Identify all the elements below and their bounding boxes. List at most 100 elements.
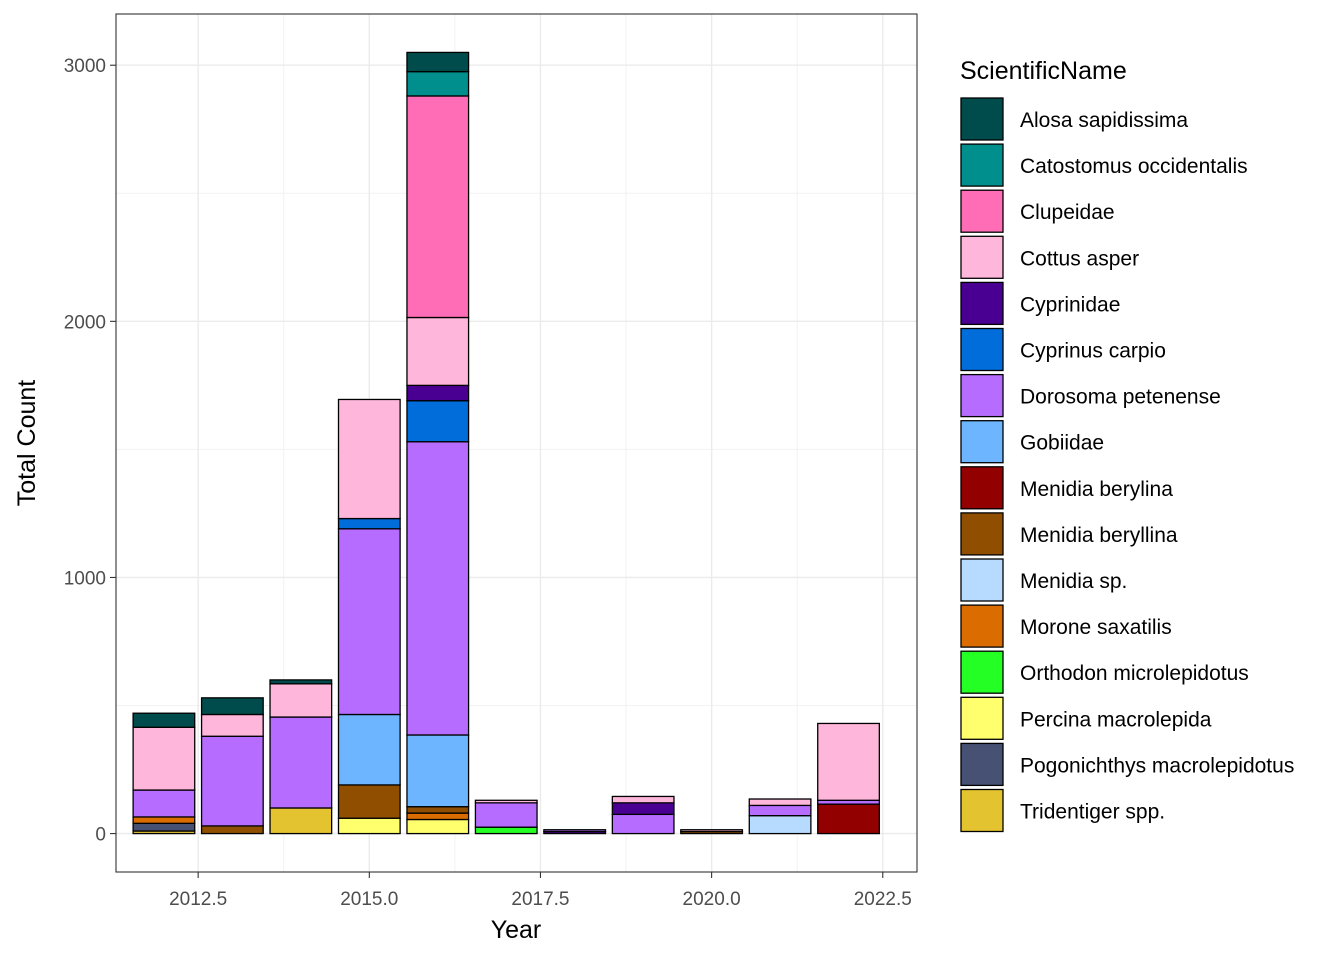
legend-item: Dorosoma petenense — [960, 373, 1221, 418]
legend-item: Pogonichthys macrolepidotus — [960, 742, 1294, 787]
bar-2014 — [269, 679, 333, 835]
legend-label: Cyprinus carpio — [1020, 340, 1166, 363]
bar-segment — [406, 95, 470, 319]
bar-segment — [611, 795, 675, 804]
legend-item: Catostomus occidentalis — [960, 143, 1248, 187]
legend-key — [960, 97, 1004, 141]
legend-item: Percina macrolepida — [960, 696, 1212, 740]
legend-key — [960, 327, 1004, 372]
bar-2016 — [406, 51, 470, 835]
legend: ScientificName Alosa sapidissima Catostom… — [960, 57, 1294, 833]
legend-key — [960, 420, 1004, 464]
bar-segment — [337, 784, 401, 819]
legend-item: Cyprinidae — [960, 281, 1120, 326]
bar-segment — [406, 806, 470, 814]
legend-label: Menidia berylina — [1020, 478, 1173, 501]
bar-segment — [611, 802, 675, 816]
x-axis-title: Year — [491, 916, 542, 944]
bar-segment — [337, 528, 401, 716]
legend-label: Gobiidae — [1020, 432, 1104, 455]
x-tick-label: 2022.5 — [854, 889, 912, 910]
bar-segment — [406, 812, 470, 821]
bar-segment — [406, 441, 470, 736]
legend-key — [960, 742, 1004, 787]
y-tick-label: 3000 — [64, 56, 106, 77]
bar-2018 — [543, 829, 607, 835]
legend-label: Percina macrolepida — [1020, 708, 1212, 731]
bar-segment — [817, 722, 880, 801]
bar-2021 — [748, 798, 812, 835]
legend-key — [960, 696, 1004, 740]
legend-key — [960, 558, 1004, 602]
legend-label: Alosa sapidissima — [1020, 109, 1188, 132]
bar-segment — [132, 726, 196, 791]
bar-2017 — [474, 799, 538, 835]
legend-key — [960, 604, 1004, 648]
legend-label: Pogonichthys macrolepidotus — [1020, 754, 1294, 777]
bar-segment — [611, 813, 675, 835]
bar-2015 — [337, 398, 401, 835]
legend-key — [960, 143, 1004, 187]
bars — [132, 51, 880, 835]
bar-segment — [200, 697, 264, 716]
x-tick-label: 2015.0 — [340, 889, 398, 910]
x-tick-label: 2017.5 — [511, 889, 569, 910]
bar-segment — [406, 734, 470, 808]
legend-label: Menidia sp. — [1020, 570, 1127, 593]
y-tick-label: 0 — [95, 825, 106, 846]
legend-key — [960, 650, 1004, 694]
bar-segment — [543, 829, 607, 833]
bar-segment — [269, 679, 333, 685]
bar-segment — [269, 807, 333, 835]
bar-segment — [406, 818, 470, 835]
bar-segment — [132, 789, 196, 818]
bar-segment — [200, 825, 264, 835]
bar-segment — [406, 384, 470, 402]
legend-label: Morone saxatilis — [1020, 616, 1172, 639]
legend-item: Menidia berylina — [960, 466, 1173, 510]
bar-segment — [748, 804, 812, 817]
bar-segment — [200, 713, 264, 737]
legend-item: Menidia beryllina — [960, 512, 1178, 556]
legend-label: Clupeidae — [1020, 201, 1115, 224]
legend-key — [960, 281, 1004, 326]
legend-label: Dorosoma petenense — [1020, 386, 1221, 409]
bar-segment — [132, 816, 196, 824]
legend-items: Alosa sapidissima Catostomus occidentalis… — [960, 97, 1294, 833]
legend-key — [960, 373, 1004, 418]
y-axis: 0 1000 2000 3000 — [64, 56, 116, 846]
legend-key — [960, 788, 1004, 833]
bar-segment — [680, 829, 744, 833]
y-axis-title: Total Count — [13, 380, 41, 507]
bar-segment — [132, 712, 196, 728]
bar-segment — [474, 826, 538, 835]
bar-segment — [406, 316, 470, 387]
legend-label: Cottus asper — [1020, 247, 1139, 270]
bar-segment — [269, 683, 333, 718]
bar-segment — [406, 70, 470, 97]
legend-label: Menidia beryllina — [1020, 524, 1178, 547]
bar-2022 — [817, 722, 880, 835]
legend-item: Gobiidae — [960, 420, 1104, 464]
bar-segment — [748, 815, 812, 835]
y-tick-label: 2000 — [64, 312, 106, 333]
legend-item: Morone saxatilis — [960, 604, 1172, 648]
grid-major — [116, 14, 917, 872]
x-axis: 2012.5 2015.0 2017.5 2020.0 2022.5 — [169, 872, 912, 910]
legend-item: Orthodon microlepidotus — [960, 650, 1249, 694]
bar-2019 — [611, 795, 675, 835]
legend-item: Tridentiger spp. — [960, 788, 1165, 833]
bar-segment — [474, 802, 538, 828]
bar-segment — [337, 517, 401, 530]
bar-segment — [337, 398, 401, 520]
x-tick-label: 2020.0 — [683, 889, 741, 910]
bar-segment — [817, 803, 880, 835]
bar-segment — [337, 713, 401, 786]
legend-item: Menidia sp. — [960, 558, 1127, 602]
legend-label: Cyprinidae — [1020, 293, 1120, 316]
legend-item: Alosa sapidissima — [960, 97, 1188, 141]
legend-label: Orthodon microlepidotus — [1020, 662, 1249, 685]
bar-segment — [748, 798, 812, 807]
legend-label: Tridentiger spp. — [1020, 801, 1165, 824]
